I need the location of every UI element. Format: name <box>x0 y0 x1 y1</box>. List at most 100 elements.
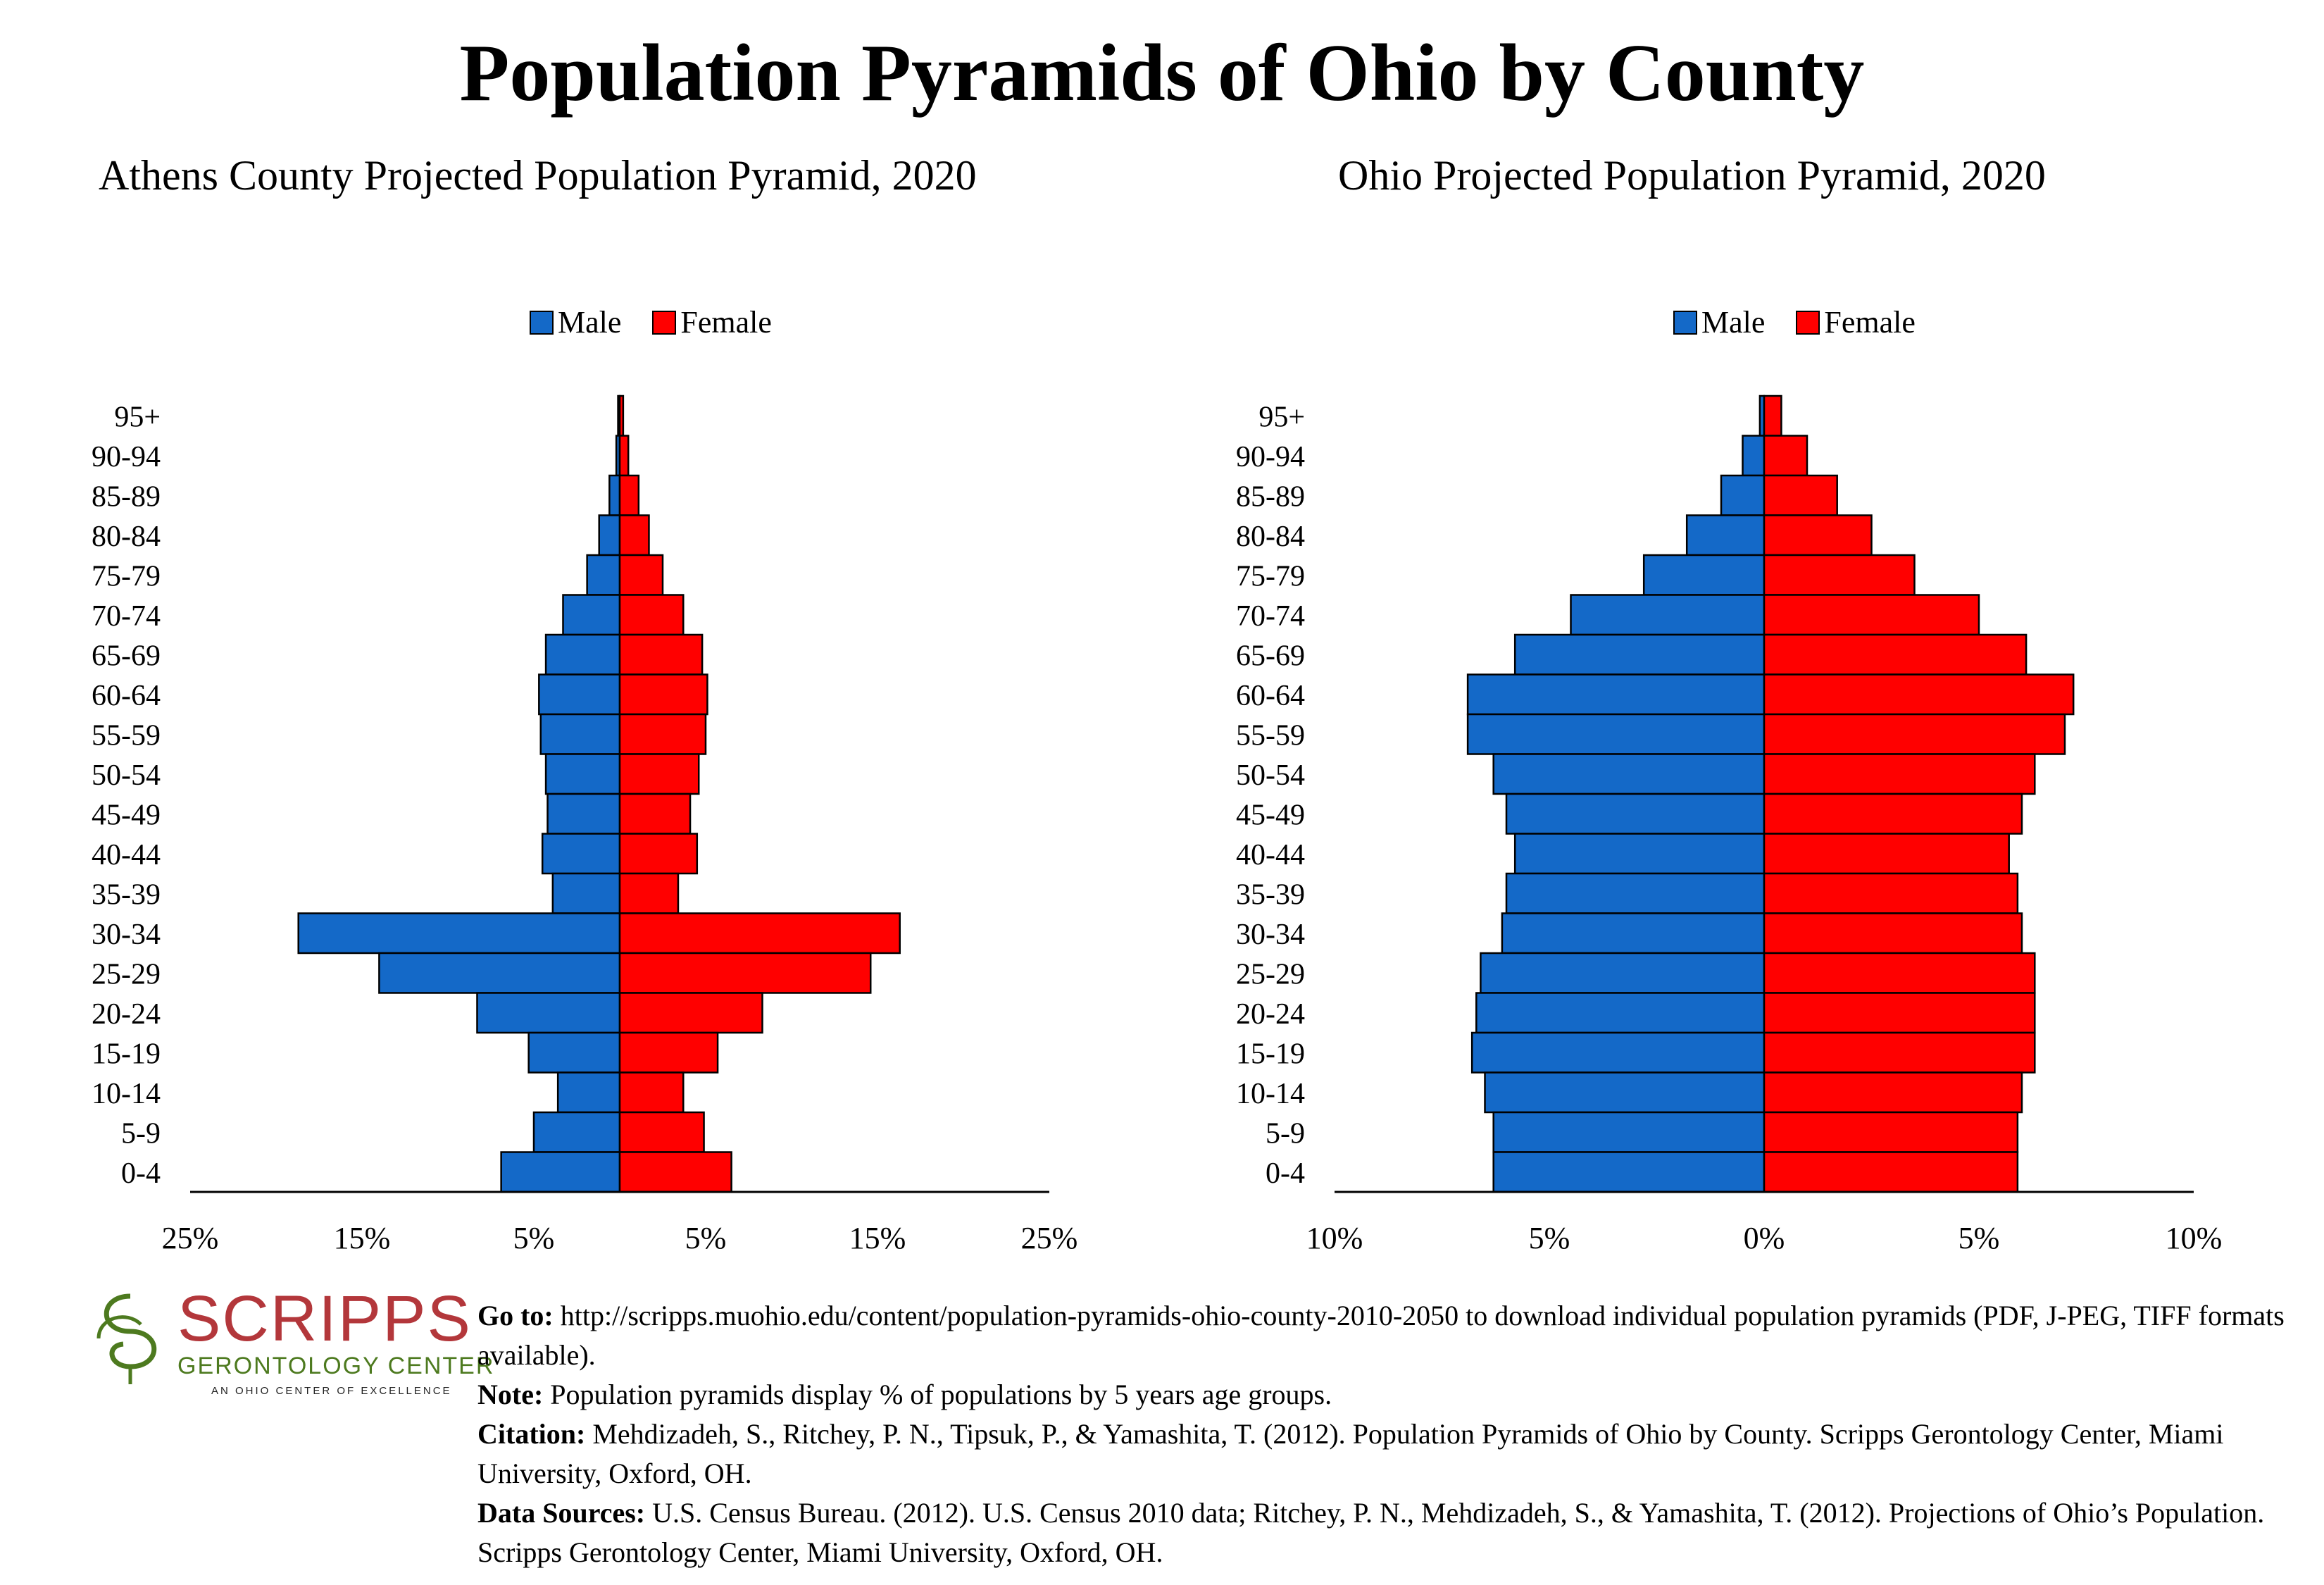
source-notes: Go to: http://scripps.muohio.edu/content… <box>477 1296 2309 1572</box>
athens-age-label: 65-69 <box>92 640 161 672</box>
ohio-age-label: 0-4 <box>1266 1157 1305 1190</box>
ohio-x-tick-label: 10% <box>2166 1221 2223 1255</box>
ohio-age-label: 90-94 <box>1236 441 1305 473</box>
legend-item-female: Female <box>652 304 772 340</box>
sources-note: Data Sources: U.S. Census Bureau. (2012)… <box>477 1493 2309 1572</box>
athens-male-bar <box>297 912 621 955</box>
ohio-x-tick-label: 10% <box>1306 1221 1363 1255</box>
athens-age-label: 50-54 <box>92 759 161 792</box>
ohio-x-tick-label: 0% <box>1744 1221 1785 1255</box>
athens-x-tick-label: 5% <box>685 1221 727 1255</box>
legend-item-female: Female <box>1796 304 1916 340</box>
athens-age-label: 55-59 <box>92 719 161 752</box>
ohio-male-bar <box>1466 673 1766 716</box>
legend-item-male: Male <box>530 304 621 340</box>
athens-x-tick-label: 25% <box>1021 1221 1078 1255</box>
athens-female-bar <box>618 1071 685 1114</box>
ohio-female-bar <box>1763 673 2075 716</box>
citation-label: Citation: <box>477 1418 586 1450</box>
legend-female-label: Female <box>680 305 772 340</box>
ohio-x-tick-label: 5% <box>1958 1221 2000 1255</box>
athens-age-label: 20-24 <box>92 998 161 1031</box>
athens-female-bar <box>618 554 664 596</box>
ohio-male-bar <box>1642 554 1766 596</box>
ohio-age-label: 20-24 <box>1236 998 1305 1031</box>
athens-male-bar <box>556 1071 621 1114</box>
athens-age-label: 30-34 <box>92 919 161 951</box>
ohio-female-bar <box>1763 872 2019 914</box>
ohio-female-bar <box>1763 394 1782 437</box>
ohio-male-bar <box>1570 594 1766 636</box>
ohio-male-bar <box>1480 952 1766 994</box>
ohio-age-label: 55-59 <box>1236 719 1305 752</box>
ohio-male-bar <box>1466 713 1766 755</box>
athens-female-bar <box>618 633 704 676</box>
athens-female-bar <box>618 594 685 636</box>
legend-item-male: Male <box>1673 304 1765 340</box>
athens-female-bar <box>618 713 707 755</box>
ohio-male-bar <box>1484 1071 1766 1114</box>
athens-male-bar <box>538 673 621 716</box>
athens-male-bar <box>586 554 621 596</box>
ohio-age-label: 5-9 <box>1266 1117 1305 1150</box>
scripps-logo: SCRIPPS GERONTOLOGY CENTER AN OHIO CENTE… <box>85 1283 493 1397</box>
note-label: Note: <box>477 1379 544 1410</box>
athens-male-bar <box>532 1111 621 1153</box>
ohio-female-bar <box>1763 713 2066 755</box>
athens-female-bar <box>618 673 708 716</box>
ohio-male-bar <box>1492 753 1766 795</box>
ohio-age-label: 70-74 <box>1236 600 1305 633</box>
athens-female-bar <box>618 912 901 955</box>
goto-label: Go to: <box>477 1300 554 1331</box>
ohio-age-label: 50-54 <box>1236 759 1305 792</box>
ohio-female-bar <box>1763 1111 2019 1153</box>
athens-legend: Male Female <box>530 304 803 340</box>
ohio-male-bar <box>1475 992 1766 1034</box>
athens-age-label: 5-9 <box>121 1117 161 1150</box>
ohio-x-tick-label: 5% <box>1529 1221 1570 1255</box>
ohio-female-bar <box>1763 952 2036 994</box>
ohio-legend: Male Female <box>1673 304 1947 340</box>
athens-male-bar <box>539 713 621 755</box>
ohio-age-label: 25-29 <box>1236 958 1305 990</box>
athens-x-tick-label: 15% <box>849 1221 906 1255</box>
goto-note: Go to: http://scripps.muohio.edu/content… <box>477 1296 2309 1375</box>
athens-female-bar <box>618 394 625 437</box>
athens-x-tick-label: 5% <box>513 1221 555 1255</box>
ohio-chart-title: Ohio Projected Population Pyramid, 2020 <box>1338 152 2046 199</box>
athens-female-bar <box>618 833 699 875</box>
athens-male-bar <box>544 633 621 676</box>
ohio-female-bar <box>1763 1151 2019 1193</box>
male-swatch <box>1673 310 1697 335</box>
athens-male-bar <box>546 792 621 835</box>
ohio-age-label: 40-44 <box>1236 839 1305 871</box>
athens-male-bar <box>527 1031 621 1074</box>
athens-female-bar <box>618 952 872 994</box>
female-swatch <box>652 310 677 335</box>
ohio-female-bar <box>1763 833 2010 875</box>
ohio-age-label: 75-79 <box>1236 560 1305 592</box>
athens-female-bar <box>618 474 640 516</box>
legend-female-label: Female <box>1824 305 1916 340</box>
athens-male-bar <box>541 833 621 875</box>
goto-text: http://scripps.muohio.edu/content/popula… <box>477 1300 2285 1371</box>
ohio-age-label: 45-49 <box>1236 799 1305 831</box>
ohio-age-label: 60-64 <box>1236 680 1305 712</box>
ohio-female-bar <box>1763 1031 2036 1074</box>
athens-male-bar <box>551 872 621 914</box>
athens-age-label: 40-44 <box>92 839 161 871</box>
ohio-female-bar <box>1763 792 2023 835</box>
sources-text: U.S. Census Bureau. (2012). U.S. Census … <box>477 1497 2265 1568</box>
ohio-male-bar <box>1505 792 1766 835</box>
ohio-female-bar <box>1763 474 1838 516</box>
athens-male-bar <box>500 1151 621 1193</box>
ohio-female-bar <box>1763 992 2036 1034</box>
scripps-swirl-icon <box>96 1293 157 1384</box>
athens-female-bar <box>618 1151 732 1193</box>
athens-male-bar <box>476 992 621 1034</box>
athens-male-bar <box>562 594 621 636</box>
athens-age-label: 90-94 <box>92 441 161 473</box>
ohio-female-bar <box>1763 435 1808 477</box>
note-line: Note: Population pyramids display % of p… <box>477 1375 2309 1415</box>
